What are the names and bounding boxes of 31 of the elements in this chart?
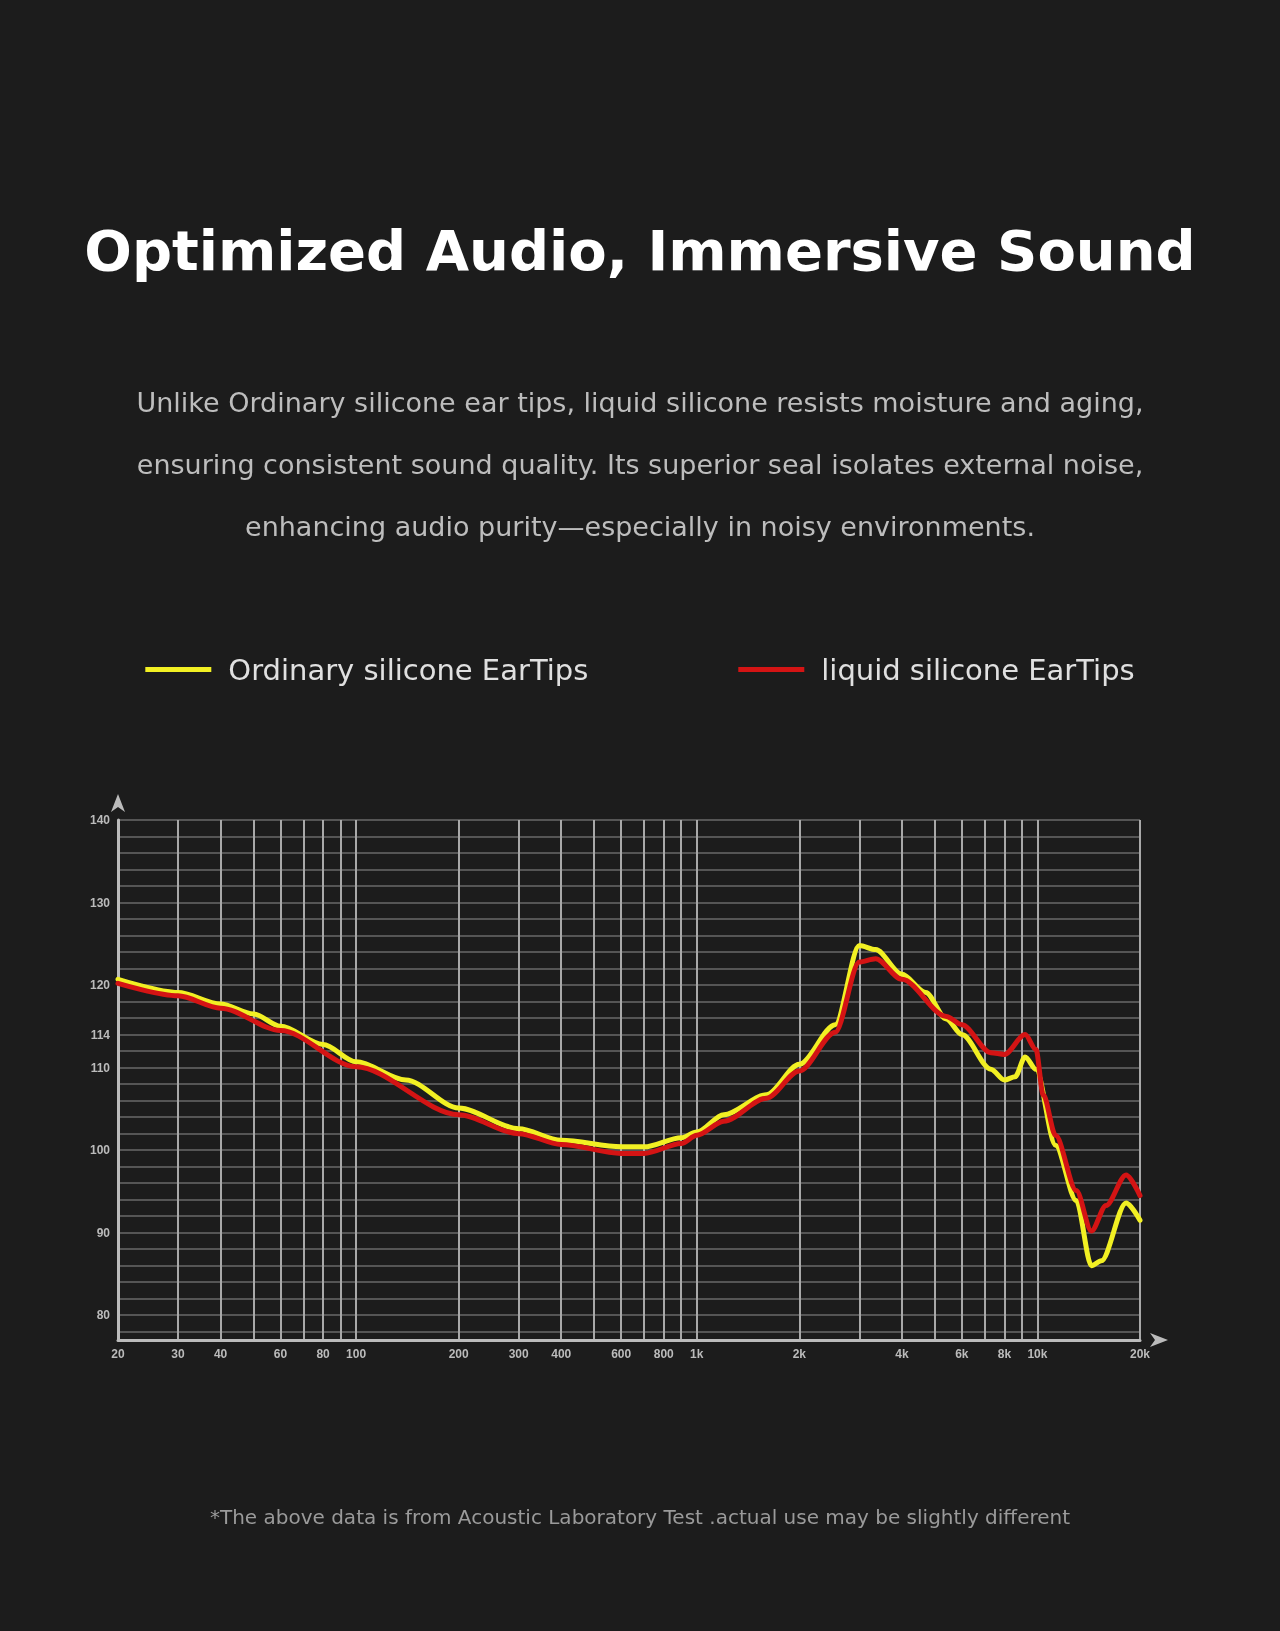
legend-label: Ordinary silicone EarTips [228,652,589,687]
x-tick-label: 800 [653,1347,675,1361]
chart-title: Optimized Audio, Immersive Sound [83,218,1197,283]
x-tick-label: 30 [171,1347,185,1361]
x-tick-label: 60 [273,1347,288,1361]
y-tick-label: 80 [96,1308,111,1323]
y-tick-label: 100 [89,1143,111,1158]
x-tick-label: 4k [895,1347,909,1361]
y-tick-label: 140 [89,813,111,827]
x-tick-label: 10k [1027,1347,1048,1361]
x-tick-label: 40 [213,1347,228,1361]
x-tick-label: 20 [111,1347,125,1361]
chart-subtitle: Unlike Ordinary silicone ear tips, liquid silicone resists moisture and aging, ensuring consistent sound quality. Its superior seal isolates external noise, enhancing audio purity—especially in noisy environments. [135,386,1145,544]
y-tick-label: 114 [90,1027,111,1042]
x-tick-label: 80 [316,1347,331,1361]
x-tick-label: 6k [955,1347,969,1361]
x-tick-label: 300 [508,1347,529,1361]
y-tick-label: 90 [96,1225,111,1240]
x-tick-label: 1k [690,1347,704,1361]
x-tick-label: 8k [997,1347,1012,1361]
text: *The above data is from Acoustic Laboratory Test .actual use may be slightly different [208,1505,1072,1529]
x-tick-label: 200 [448,1347,469,1361]
x-tick-label: 100 [346,1347,367,1361]
x-tick-label: 20k [1129,1347,1151,1361]
x-tick-label: 2k [792,1347,807,1361]
x-tick-label: 600 [611,1347,632,1361]
y-tick-label: 120 [89,978,111,993]
x-tick-label: 400 [551,1347,572,1361]
y-tick-label: 130 [89,895,111,910]
y-tick-label: 110 [90,1060,111,1075]
legend-label: liquid silicone EarTips [821,652,1135,687]
